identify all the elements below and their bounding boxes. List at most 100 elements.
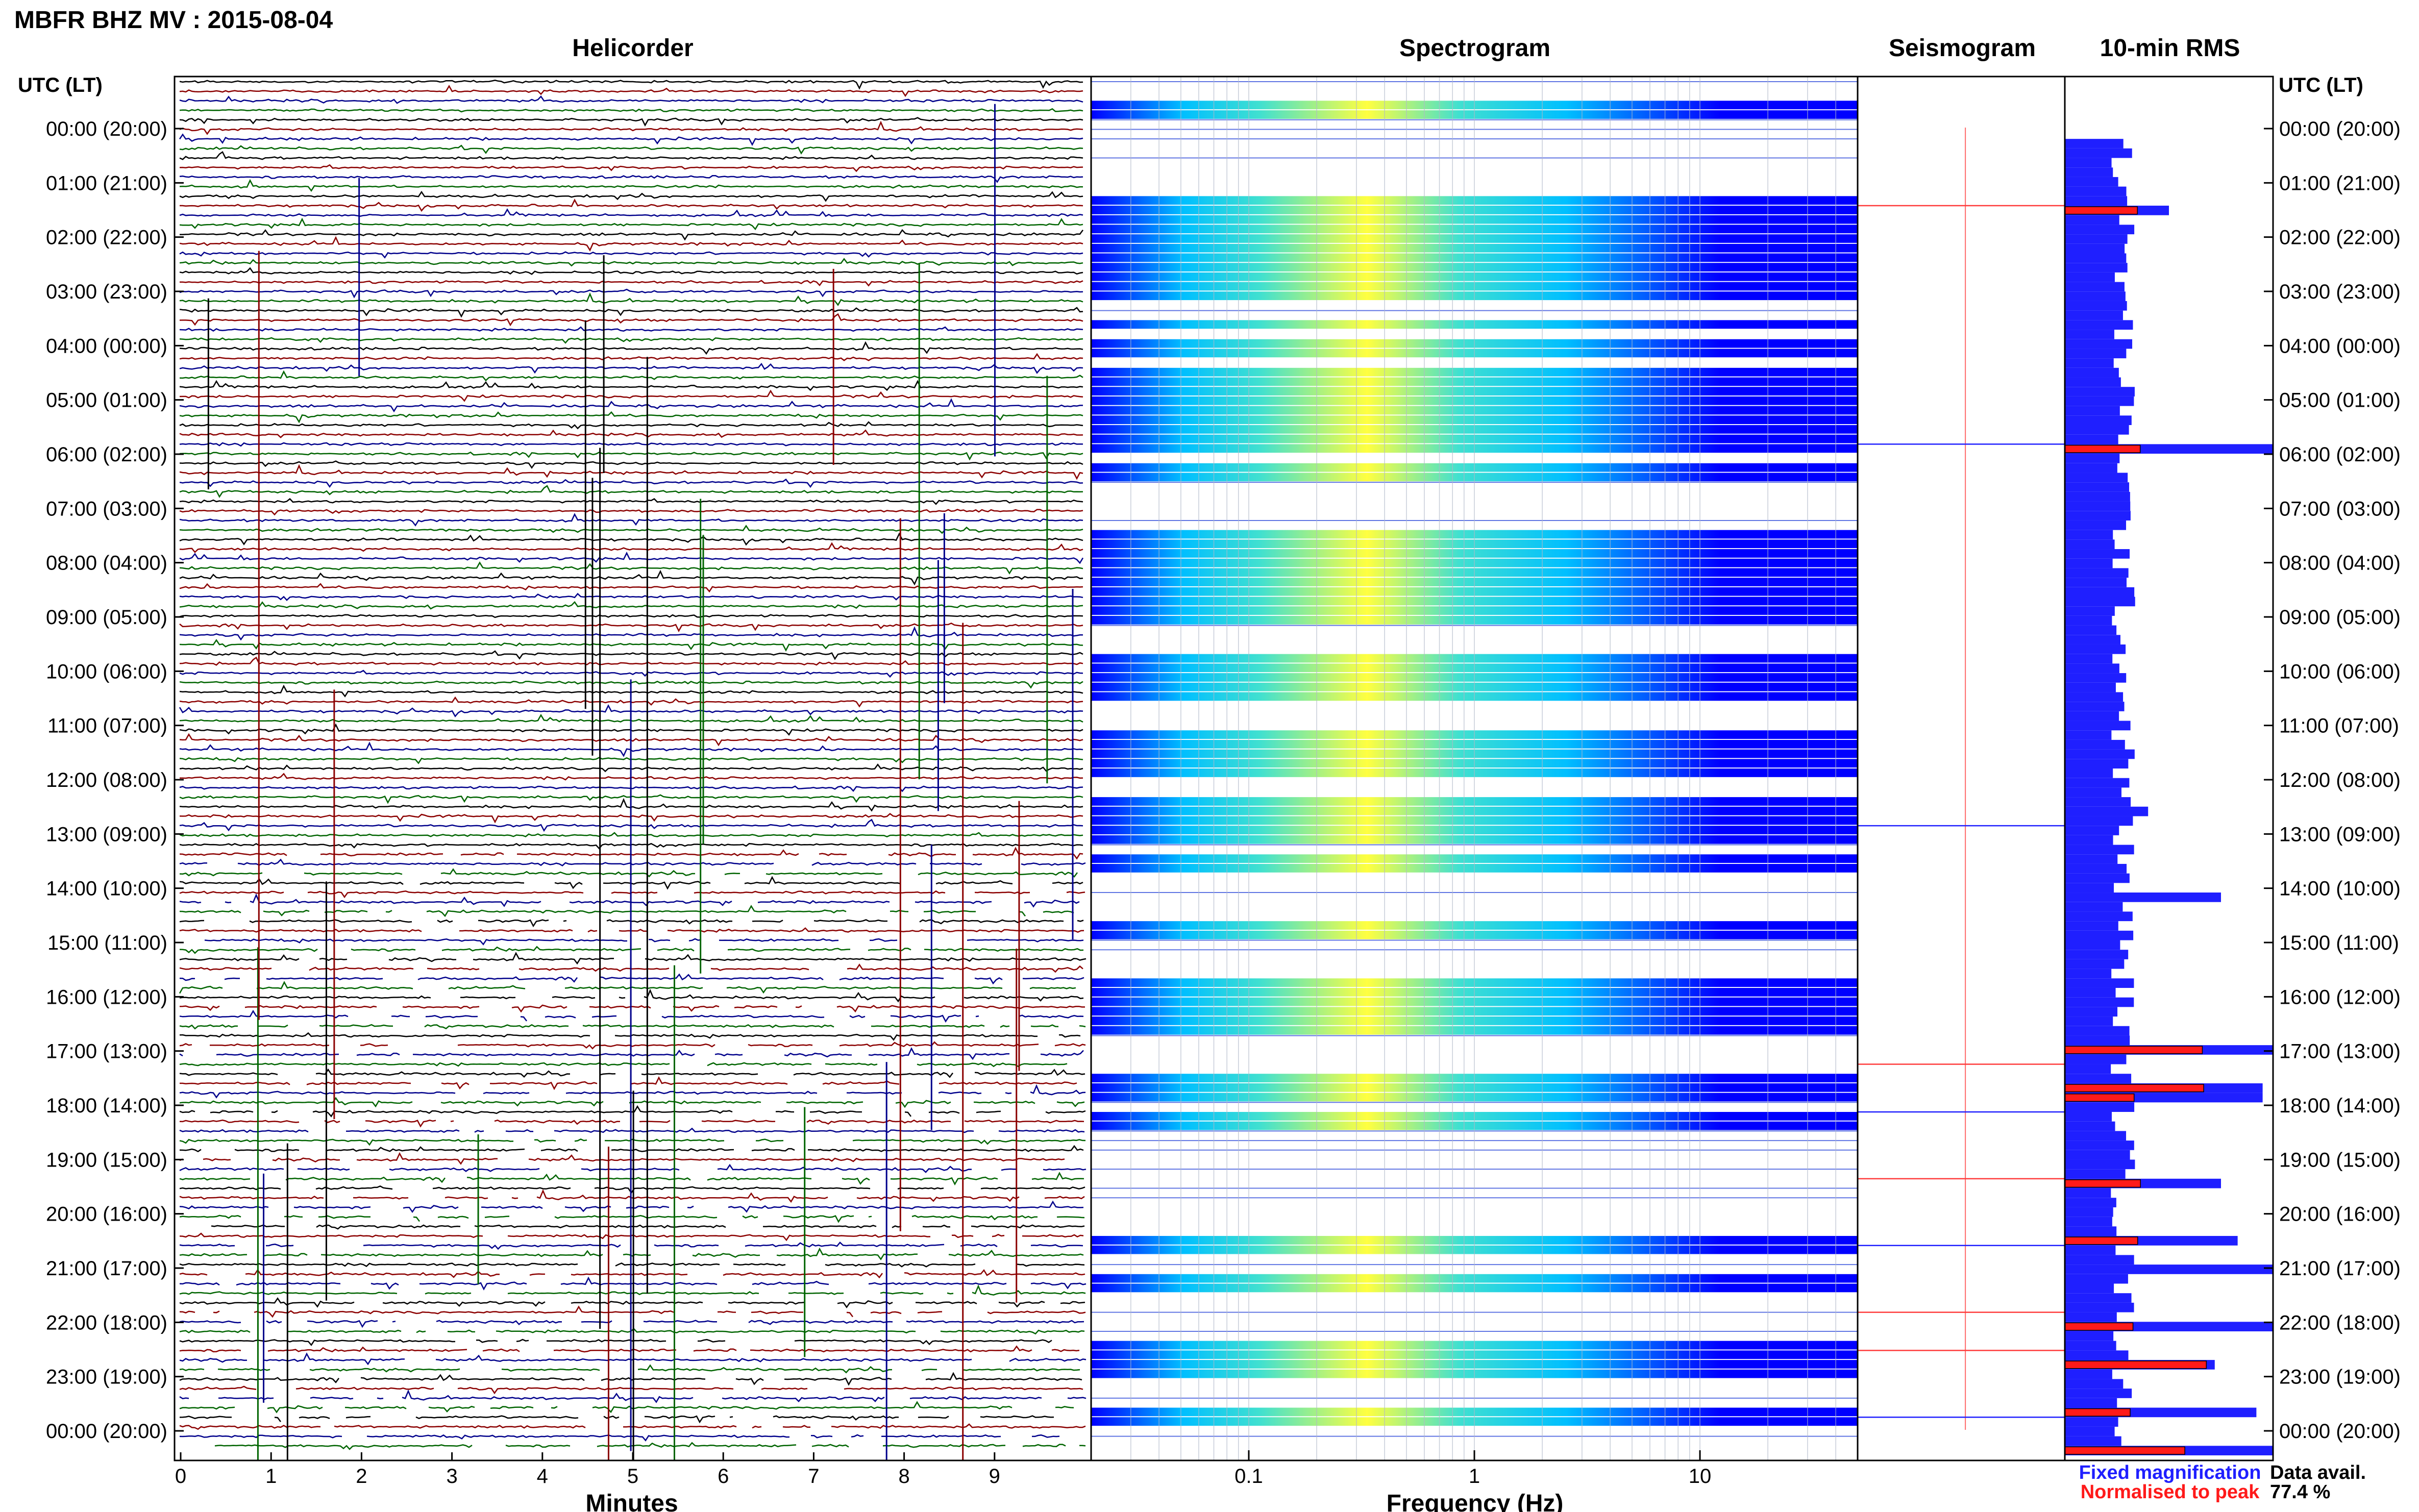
- time-label-left: 04:00 (00:00): [46, 335, 167, 357]
- helicorder-trace: [179, 509, 1083, 516]
- rms-bar: [2065, 367, 2119, 378]
- rms-bar: [2065, 1369, 2112, 1379]
- minutes-tick-label: 4: [537, 1465, 548, 1488]
- rms-bar: [2065, 234, 2128, 244]
- rms-bar: [2065, 759, 2129, 769]
- helicorder-title: Helicorder: [572, 35, 693, 62]
- rms-bar: [2065, 578, 2127, 587]
- helicorder-trace: [179, 1385, 1083, 1395]
- rms-bar: [2065, 625, 2117, 635]
- helicorder-trace: [179, 370, 1083, 382]
- time-label-right: 04:00 (00:00): [2279, 335, 2401, 357]
- rms-bar: [2065, 787, 2121, 798]
- helicorder-trace: [179, 513, 1083, 527]
- helicorder-trace: [179, 175, 1083, 183]
- rms-bar: [2065, 520, 2127, 530]
- helicorder-trace: [179, 952, 1087, 965]
- helicorder-trace: [179, 464, 1083, 480]
- time-label-left: 01:00 (21:00): [46, 172, 167, 194]
- rms-bar: [2065, 769, 2113, 778]
- rms-bar: [2065, 215, 2119, 225]
- helicorder-trace: [179, 656, 1083, 666]
- spectrogram-xlabel: Frequency (Hz): [1387, 1490, 1564, 1512]
- rms-normalised-bar: [2064, 1360, 2207, 1369]
- rms-bar: [2065, 1150, 2130, 1160]
- helicorder-trace: [179, 429, 1083, 438]
- rms-bar: [2065, 291, 2126, 301]
- rms-bar: [2065, 1054, 2127, 1064]
- rms-normalised-bar: [2064, 444, 2141, 453]
- helicorder-trace: [179, 919, 1084, 928]
- helicorder-trace: [179, 1127, 1085, 1133]
- rms-bar: [2065, 615, 2112, 626]
- minutes-tick-label: 2: [356, 1465, 367, 1488]
- helicorder-trace: [179, 144, 1083, 155]
- helicorder-trace: [179, 485, 1083, 498]
- rms-bar: [2065, 415, 2132, 425]
- helicorder-trace: [179, 1047, 1084, 1060]
- rms-bar: [2065, 1131, 2127, 1141]
- rms-bar: [2065, 434, 2118, 444]
- minutes-tick-label: 5: [627, 1465, 638, 1488]
- time-label-left: 05:00 (01:00): [46, 389, 167, 412]
- rms-normalised-bar: [2064, 1236, 2138, 1245]
- rms-bar: [2065, 568, 2129, 578]
- rms-bar: [2065, 1198, 2116, 1207]
- rms-bar: [2065, 644, 2126, 654]
- x-axes: 0 1 2 3 4 5 6 7 8 9 0.1 1 10: [175, 1450, 1711, 1488]
- time-label-left: 08:00 (04:00): [46, 552, 167, 575]
- helicorder-trace: [179, 1009, 1084, 1023]
- helicorder-trace: [179, 1276, 1087, 1291]
- helicorder-trace: [179, 1105, 1086, 1118]
- time-label-left: 07:00 (03:00): [46, 498, 167, 520]
- helicorder-trace: [179, 868, 1078, 878]
- helicorder-trace: [179, 988, 1084, 1003]
- seismogram-panel: [1858, 128, 2065, 1430]
- helicorder-trace: [179, 292, 1083, 306]
- helicorder-trace: [179, 1172, 1084, 1186]
- rms-bar: [2065, 167, 2113, 177]
- rms-bar: [2065, 1112, 2112, 1122]
- helicorder-trace: [179, 1041, 1086, 1050]
- rms-normalised-bar: [2064, 1084, 2204, 1093]
- time-label-right: 06:00 (02:00): [2279, 443, 2401, 466]
- rms-bar: [2065, 854, 2118, 864]
- rms-bar: [2065, 186, 2127, 196]
- helicorder-trace: [179, 151, 1083, 160]
- rms-bar: [2065, 606, 2115, 616]
- time-label-left: 11:00 (07:00): [47, 715, 167, 737]
- rms-bar: [2065, 558, 2113, 568]
- time-label-left: 09:00 (05:00): [46, 606, 167, 629]
- minutes-tick-label: 0: [175, 1465, 186, 1488]
- helicorder-trace: [179, 650, 1083, 660]
- rms-bar: [2065, 1017, 2113, 1026]
- rms-bar: [2065, 1007, 2118, 1017]
- rms-bar: [2065, 1035, 2130, 1046]
- data-avail-value: 77.4 %: [2270, 1481, 2330, 1503]
- time-label-right: 14:00 (10:00): [2279, 878, 2401, 900]
- rms-bar: [2065, 587, 2135, 597]
- rms-bar: [2065, 1389, 2132, 1398]
- legend-normalised: Normalised to peak: [2081, 1481, 2260, 1503]
- time-label-right: 11:00 (07:00): [2279, 715, 2399, 737]
- rms-bar: [2065, 997, 2134, 1007]
- rms-bar: [2065, 1064, 2111, 1074]
- helicorder-trace: [179, 288, 1083, 299]
- rms-bar: [2065, 682, 2116, 692]
- rms-bar: [2065, 902, 2123, 912]
- helicorder-trace: [179, 108, 1083, 113]
- rms-bar: [2065, 1341, 2116, 1351]
- helicorder-trace: [179, 876, 1083, 890]
- helicorder-trace: [179, 1262, 1085, 1268]
- helicorder-trace: [179, 1328, 1085, 1335]
- time-label-right: 22:00 (18:00): [2279, 1311, 2401, 1334]
- rms-bar: [2065, 349, 2127, 359]
- helicorder-trace: [179, 1423, 1086, 1430]
- helicorder-trace: [179, 117, 1083, 127]
- rms-bar: [2065, 177, 2118, 187]
- minutes-tick-label: 1: [265, 1465, 277, 1488]
- helicorder-trace: [179, 498, 1083, 505]
- time-label-right: 19:00 (15:00): [2279, 1149, 2401, 1171]
- helicorder-trace: [179, 946, 1084, 954]
- rms-bar: [2065, 511, 2131, 520]
